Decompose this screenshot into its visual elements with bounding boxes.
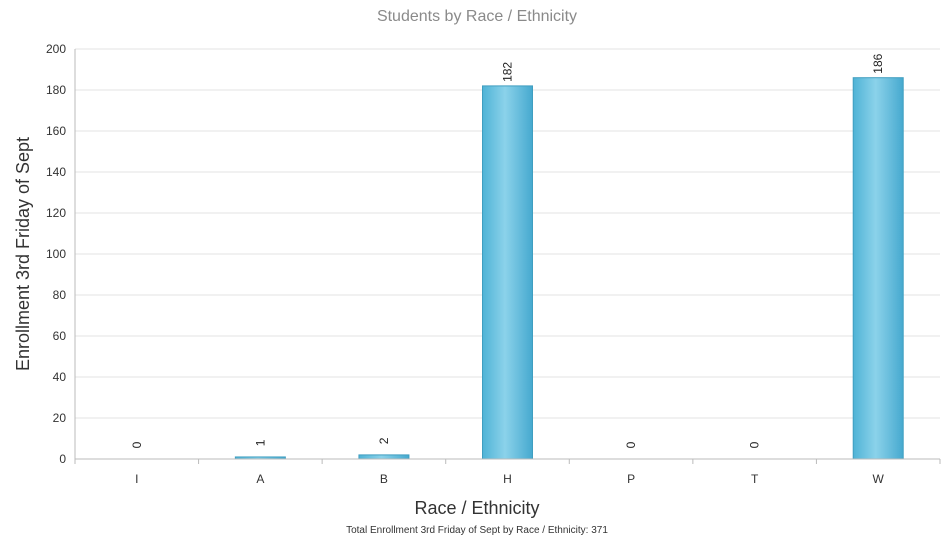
x-tick-label: W bbox=[873, 472, 885, 486]
data-label: 0 bbox=[130, 441, 144, 448]
data-label: 186 bbox=[871, 53, 885, 73]
y-tick-label: 180 bbox=[46, 83, 66, 97]
y-tick-label: 160 bbox=[46, 124, 66, 138]
y-tick-label: 140 bbox=[46, 165, 66, 179]
axes bbox=[74, 49, 941, 464]
y-tick-label: 0 bbox=[59, 452, 66, 466]
y-tick-label: 20 bbox=[53, 411, 67, 425]
data-label: 1 bbox=[253, 439, 267, 446]
y-tick-label: 100 bbox=[46, 247, 66, 261]
labels: 0 20 40 60 80 100 120 140 160 180 200 I 0 A 1 B 2 H 182 P 0 T… bbox=[46, 42, 885, 486]
x-axis-title: Race / Ethnicity bbox=[414, 498, 539, 518]
y-axis-title: Enrollment 3rd Friday of Sept bbox=[13, 137, 33, 371]
y-tick-label: 40 bbox=[53, 370, 67, 384]
y-tick-label: 80 bbox=[53, 288, 67, 302]
bar-H bbox=[482, 85, 533, 460]
footnote: Total Enrollment 3rd Friday of Sept by R… bbox=[346, 525, 608, 536]
x-tick-label: T bbox=[751, 472, 759, 486]
data-label: 2 bbox=[377, 437, 391, 444]
y-tick-label: 60 bbox=[53, 329, 67, 343]
x-tick-label: P bbox=[627, 472, 635, 486]
x-tick-label: A bbox=[256, 472, 264, 486]
bar-W bbox=[852, 77, 904, 460]
data-label: 182 bbox=[501, 62, 515, 82]
y-tick-label: 200 bbox=[46, 42, 66, 56]
bars bbox=[234, 77, 904, 460]
x-tick-label: H bbox=[503, 472, 512, 486]
y-tick-label: 120 bbox=[46, 206, 66, 220]
data-label: 0 bbox=[624, 441, 638, 448]
chart-title: Students by Race / Ethnicity bbox=[377, 8, 577, 25]
bar-B bbox=[358, 454, 410, 460]
data-label: 0 bbox=[748, 441, 762, 448]
x-tick-label: I bbox=[135, 472, 138, 486]
x-tick-label: B bbox=[380, 472, 388, 486]
